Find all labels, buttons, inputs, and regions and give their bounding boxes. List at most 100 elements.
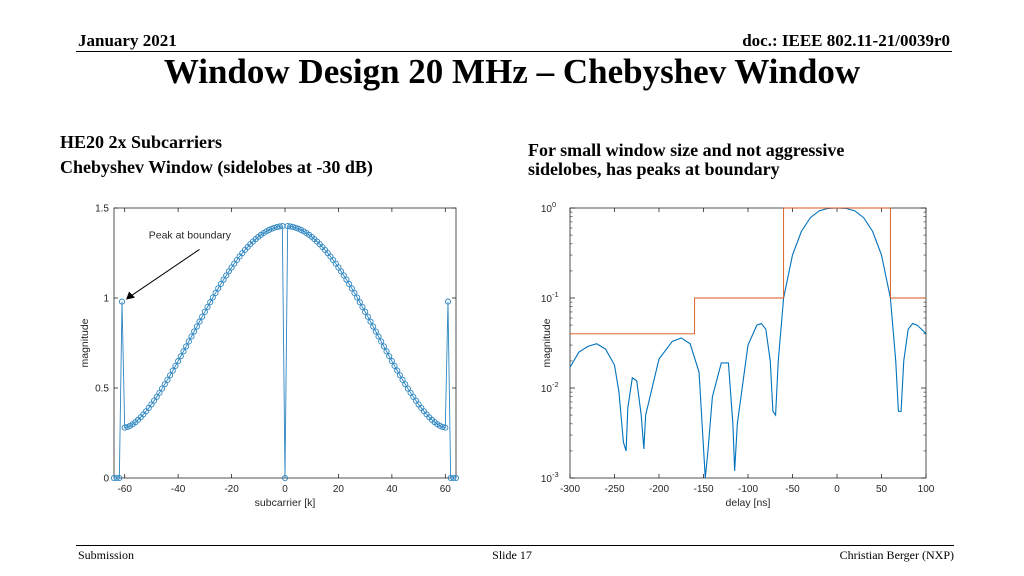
data-point: [271, 224, 278, 231]
data-point: [402, 381, 409, 388]
left-caption-line1: HE20 2x Subcarriers: [60, 132, 222, 152]
x-tick-label: -250: [604, 484, 624, 495]
data-point: [404, 385, 411, 392]
y-tick-label: 10: [541, 474, 553, 485]
data-point: [364, 313, 371, 320]
x-tick-label: 50: [876, 484, 888, 495]
data-point: [172, 362, 179, 369]
data-point: [212, 289, 219, 296]
y-tick-label: 10: [541, 384, 553, 395]
data-point: [388, 358, 395, 365]
x-tick-label: -50: [785, 484, 800, 495]
data-point: [183, 343, 190, 350]
data-point: [180, 348, 187, 355]
data-point: [386, 353, 393, 360]
data-point: [209, 294, 216, 301]
data-point: [268, 225, 275, 232]
mask-line: [570, 207, 926, 335]
data-point: [444, 298, 452, 305]
y-tick-label: 0: [103, 474, 109, 485]
data-point: [118, 298, 126, 305]
footer-author: Christian Berger (NXP): [839, 548, 954, 562]
subcarrier-magnitude-chart: -60 -40 -20 0 20 40 60 0 0.5 1 1.5 subcarrier [k] ma…: [79, 204, 460, 509]
left-caption-line2: Chebyshev Window (sidelobes at -30 dB): [60, 157, 373, 177]
x-tick-label: 20: [333, 484, 345, 495]
plot-area: [113, 207, 457, 479]
data-point: [185, 338, 192, 345]
x-tick-label: 100: [918, 484, 935, 495]
data-point: [113, 474, 120, 482]
y-axis-label: magnitude: [79, 318, 91, 367]
data-point: [394, 367, 401, 374]
y-tick-label: 1: [103, 294, 109, 305]
x-axis-label: delay [ns]: [726, 497, 771, 509]
data-point: [362, 308, 369, 315]
data-point: [292, 224, 299, 231]
data-point: [175, 358, 182, 365]
data-point: [159, 385, 166, 392]
data-point: [391, 362, 398, 369]
data-point: [217, 280, 224, 288]
data-point: [204, 303, 211, 311]
data-point: [220, 276, 227, 283]
data-point: [396, 372, 403, 379]
right-caption-line1: For small window size and not aggressive: [528, 140, 845, 160]
x-tick-label: -40: [171, 484, 186, 495]
data-point: [169, 367, 176, 374]
y-tick-exponent: -2: [552, 380, 559, 389]
data-point: [452, 474, 460, 482]
x-tick-label: -300: [560, 484, 580, 495]
header-doc-id: doc.: IEEE 802.11-21/0039r0: [742, 31, 950, 50]
y-tick-label: 0.5: [95, 384, 109, 395]
data-point: [199, 313, 206, 320]
data-point: [343, 276, 350, 283]
x-tick-label: 60: [440, 484, 452, 495]
x-tick-label: -200: [649, 484, 669, 495]
annotation-arrow-head: [126, 291, 136, 300]
x-tick-label: 0: [834, 484, 840, 495]
data-point: [375, 333, 382, 340]
data-point: [367, 318, 374, 325]
plot-area: [569, 207, 927, 479]
data-point: [167, 372, 174, 379]
data-point: [276, 223, 283, 230]
annotation-label: Peak at boundary: [149, 230, 232, 242]
data-point: [177, 353, 184, 360]
right-caption-line2: sidelobes, has peaks at boundary: [528, 159, 780, 179]
y-tick-label: 10: [541, 294, 553, 305]
data-point: [359, 303, 366, 311]
data-point: [164, 376, 171, 383]
data-point: [281, 474, 289, 482]
data-point: [356, 299, 363, 306]
data-point: [156, 389, 163, 396]
data-point: [161, 381, 168, 388]
data-point: [354, 294, 361, 301]
y-tick-exponent: 0: [552, 200, 556, 209]
data-point: [439, 423, 446, 431]
data-point: [348, 285, 355, 292]
data-point: [215, 285, 222, 292]
data-point: [201, 308, 208, 315]
header-date: January 2021: [78, 31, 177, 50]
data-point: [340, 272, 347, 279]
data-point: [370, 323, 377, 330]
data-point: [378, 338, 385, 345]
data-point: [399, 376, 406, 383]
annotation-arrow-line: [129, 248, 200, 298]
data-point: [351, 289, 358, 296]
data-point: [289, 223, 297, 231]
y-tick-exponent: -1: [552, 290, 559, 299]
x-tick-label: -60: [117, 484, 132, 495]
data-point: [188, 333, 195, 340]
footer-slide-number: Slide 17: [492, 548, 532, 562]
header-rule: [76, 51, 952, 52]
data-point: [450, 474, 457, 482]
x-tick-label: -20: [224, 484, 239, 495]
x-tick-label: -150: [693, 484, 713, 495]
data-point: [372, 328, 379, 335]
footer-submission: Submission: [78, 548, 135, 562]
y-axis-label: magnitude: [541, 318, 553, 367]
spectrum-line: [569, 207, 927, 479]
y-tick-label: 10: [541, 204, 553, 215]
